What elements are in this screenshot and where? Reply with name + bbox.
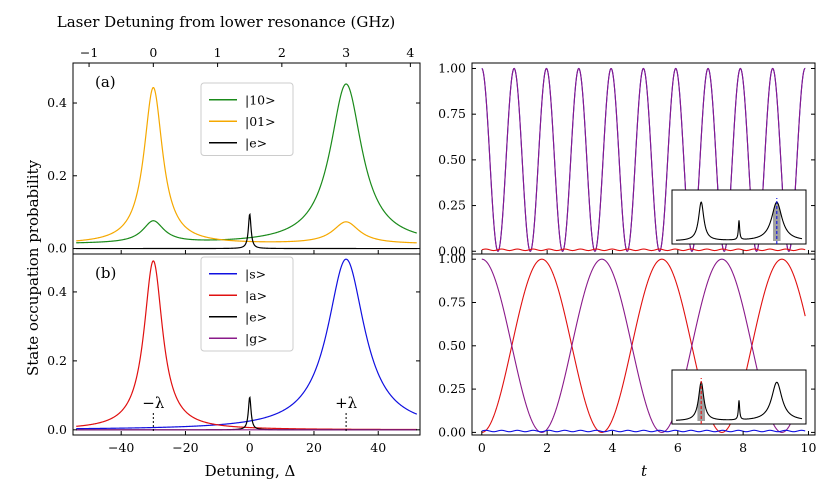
series-red-line <box>481 248 806 252</box>
y-tick-label: 0.50 <box>438 338 466 353</box>
y-tick-label: 0.4 <box>47 284 67 299</box>
x-tick-label: 0 <box>246 440 254 455</box>
panel-a: 0.0 0.2 0.4 (a) −1 0 1 2 3 4 |10> |01> |e> <box>47 45 421 256</box>
panel-label: (a) <box>95 73 116 91</box>
series-red-line <box>481 258 806 433</box>
top-axis-tick-label: 4 <box>406 45 414 60</box>
y-tick-label: 0.4 <box>47 95 67 110</box>
y-tick-label: 0.0 <box>47 241 67 256</box>
annotation-label: +λ <box>335 394 358 412</box>
legend-label: |g> <box>245 331 268 346</box>
panel-c: 0.00 0.25 0.50 0.75 1.00 <box>438 60 816 258</box>
panel-b: 0.0 0.2 0.4 (b) −40 −20 0 20 40 −λ +λ |s> |a> |e> |g> <box>47 253 421 455</box>
inset-spectrum-line <box>675 201 803 241</box>
series-purple-line <box>481 258 806 433</box>
x-axis-label-left: Detuning, Δ <box>205 462 296 480</box>
y-tick-label: 1.00 <box>438 251 466 266</box>
x-tick-label: 0 <box>478 440 486 455</box>
top-axis-tick-label: 1 <box>214 45 222 60</box>
legend-box <box>200 82 294 156</box>
y-tick-label: 1.00 <box>438 60 466 75</box>
legend-label: |s> <box>245 266 266 281</box>
inset-frame <box>671 189 807 245</box>
x-tick-label: 20 <box>306 440 322 455</box>
inset <box>671 189 807 245</box>
y-tick-label: 0.25 <box>438 381 466 396</box>
panel-d: 0.00 0.25 0.50 0.75 1.00 0 2 4 6 8 10 <box>438 251 816 455</box>
top-axis-tick-label: 2 <box>278 45 286 60</box>
x-tick-label: 2 <box>543 440 551 455</box>
y-axis-label: State occupation probability <box>24 159 42 376</box>
legend: |10> |01> |e> <box>200 82 294 156</box>
x-tick-label: −40 <box>108 440 134 455</box>
legend: |s> |a> |e> |g> <box>200 256 294 352</box>
y-tick-label: 0.50 <box>438 152 466 167</box>
x-axis-label-right: t <box>641 462 648 480</box>
x-tick-label: 10 <box>801 440 817 455</box>
y-tick-label: 0.25 <box>438 198 466 213</box>
series-green-line <box>76 83 417 244</box>
y-tick-label: 0.2 <box>47 168 67 183</box>
inset-frame <box>671 369 807 425</box>
inset-spectrum-line <box>675 381 803 421</box>
y-tick-label: 0.00 <box>438 424 466 439</box>
y-tick-label: 0.75 <box>438 106 466 121</box>
panel-label: (b) <box>95 264 116 282</box>
x-tick-label: 4 <box>608 440 616 455</box>
legend-label: |01> <box>245 114 276 129</box>
y-tick-label: 0.0 <box>47 422 67 437</box>
top-axis-tick-label: −1 <box>80 45 98 60</box>
legend-label: |e> <box>245 309 267 324</box>
top-axis-label: Laser Detuning from lower resonance (GHz… <box>57 13 395 31</box>
x-tick-label: 6 <box>674 440 682 455</box>
legend-label: |e> <box>245 135 267 150</box>
series-blue-line <box>481 429 806 433</box>
x-tick-label: −20 <box>172 440 198 455</box>
legend-label: |a> <box>245 288 267 303</box>
panel-b-frame <box>72 253 421 436</box>
y-tick-label: 0.2 <box>47 353 67 368</box>
top-axis-tick-label: 3 <box>342 45 350 60</box>
panel-d-frame <box>471 253 816 436</box>
x-tick-label: 8 <box>739 440 747 455</box>
top-axis-tick-label: 0 <box>149 45 157 60</box>
x-tick-label: 40 <box>370 440 386 455</box>
legend-label: |10> <box>245 92 276 107</box>
y-tick-label: 0.75 <box>438 294 466 309</box>
series-black-line <box>76 212 417 250</box>
inset <box>671 369 807 425</box>
legend-box <box>200 256 294 352</box>
y-tick-label: 0.00 <box>438 243 466 258</box>
annotation-label: −λ <box>142 394 165 412</box>
